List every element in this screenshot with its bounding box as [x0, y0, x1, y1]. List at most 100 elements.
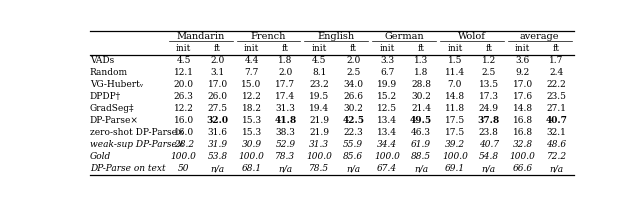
Text: 30.2: 30.2 [343, 104, 363, 113]
Text: 88.5: 88.5 [411, 152, 431, 161]
Text: 1.7: 1.7 [549, 56, 564, 65]
Text: init: init [176, 44, 191, 53]
Text: 13.4: 13.4 [377, 116, 397, 125]
Text: average: average [520, 32, 559, 41]
Text: 27.1: 27.1 [547, 104, 566, 113]
Text: 1.8: 1.8 [278, 56, 292, 65]
Text: 17.0: 17.0 [207, 80, 228, 89]
Text: 19.5: 19.5 [309, 92, 330, 101]
Text: 42.5: 42.5 [342, 116, 364, 125]
Text: 100.0: 100.0 [307, 152, 332, 161]
Text: 24.9: 24.9 [479, 104, 499, 113]
Text: 26.0: 26.0 [207, 92, 228, 101]
Text: 78.5: 78.5 [309, 164, 330, 173]
Text: 17.5: 17.5 [445, 116, 465, 125]
Text: 41.8: 41.8 [275, 116, 296, 125]
Text: init: init [380, 44, 395, 53]
Text: 17.5: 17.5 [445, 128, 465, 137]
Text: 17.6: 17.6 [513, 92, 532, 101]
Text: 34.0: 34.0 [343, 80, 364, 89]
Text: 1.3: 1.3 [414, 56, 428, 65]
Text: 67.4: 67.4 [377, 164, 397, 173]
Text: 13.5: 13.5 [479, 80, 499, 89]
Text: ft: ft [553, 44, 560, 53]
Text: 2.5: 2.5 [346, 68, 360, 77]
Text: 34.4: 34.4 [377, 140, 397, 149]
Text: VADs: VADs [90, 56, 114, 65]
Text: 54.8: 54.8 [479, 152, 499, 161]
Text: English: English [317, 32, 355, 41]
Text: 38.3: 38.3 [275, 128, 296, 137]
Text: 85.6: 85.6 [343, 152, 364, 161]
Text: init: init [312, 44, 327, 53]
Text: 100.0: 100.0 [239, 152, 264, 161]
Text: 23.5: 23.5 [547, 92, 566, 101]
Text: 28.2: 28.2 [173, 140, 194, 149]
Text: 22.3: 22.3 [343, 128, 363, 137]
Text: 16.0: 16.0 [173, 116, 194, 125]
Text: init: init [515, 44, 531, 53]
Text: 4.5: 4.5 [177, 56, 191, 65]
Text: n/a: n/a [482, 164, 496, 173]
Text: 16.8: 16.8 [513, 116, 532, 125]
Text: 61.9: 61.9 [411, 140, 431, 149]
Text: 2.4: 2.4 [550, 68, 564, 77]
Text: 32.0: 32.0 [207, 116, 228, 125]
Text: ft: ft [417, 44, 424, 53]
Text: 48.6: 48.6 [547, 140, 566, 149]
Text: 12.5: 12.5 [377, 104, 397, 113]
Text: 26.3: 26.3 [174, 92, 194, 101]
Text: init: init [447, 44, 463, 53]
Text: 53.8: 53.8 [207, 152, 228, 161]
Text: 39.2: 39.2 [445, 140, 465, 149]
Text: 22.2: 22.2 [547, 80, 566, 89]
Text: 9.2: 9.2 [516, 68, 530, 77]
Text: 19.4: 19.4 [309, 104, 330, 113]
Text: 78.3: 78.3 [275, 152, 296, 161]
Text: GradSeg‡: GradSeg‡ [90, 104, 134, 113]
Text: init: init [244, 44, 259, 53]
Text: n/a: n/a [550, 164, 564, 173]
Text: 12.2: 12.2 [241, 92, 262, 101]
Text: 2.0: 2.0 [346, 56, 360, 65]
Text: 17.0: 17.0 [513, 80, 532, 89]
Text: Gold: Gold [90, 152, 111, 161]
Text: 2.0: 2.0 [278, 68, 292, 77]
Text: 40.7: 40.7 [479, 140, 499, 149]
Text: 16.8: 16.8 [513, 128, 532, 137]
Text: 2.0: 2.0 [211, 56, 225, 65]
Text: 19.9: 19.9 [377, 80, 397, 89]
Text: 17.4: 17.4 [275, 92, 296, 101]
Text: 27.5: 27.5 [207, 104, 228, 113]
Text: ft: ft [214, 44, 221, 53]
Text: 1.5: 1.5 [447, 56, 462, 65]
Text: 52.9: 52.9 [275, 140, 296, 149]
Text: 15.0: 15.0 [241, 80, 262, 89]
Text: n/a: n/a [414, 164, 428, 173]
Text: 46.3: 46.3 [411, 128, 431, 137]
Text: 4.4: 4.4 [244, 56, 259, 65]
Text: ft: ft [282, 44, 289, 53]
Text: DPDP†: DPDP† [90, 92, 121, 101]
Text: ft: ft [349, 44, 356, 53]
Text: 17.7: 17.7 [275, 80, 296, 89]
Text: 31.9: 31.9 [207, 140, 228, 149]
Text: 8.1: 8.1 [312, 68, 326, 77]
Text: 100.0: 100.0 [374, 152, 400, 161]
Text: 16.0: 16.0 [173, 128, 194, 137]
Text: 66.6: 66.6 [513, 164, 532, 173]
Text: n/a: n/a [346, 164, 360, 173]
Text: 26.6: 26.6 [343, 92, 364, 101]
Text: 3.3: 3.3 [380, 56, 394, 65]
Text: 72.2: 72.2 [547, 152, 566, 161]
Text: 18.2: 18.2 [241, 104, 262, 113]
Text: 2.5: 2.5 [481, 68, 496, 77]
Text: Random: Random [90, 68, 128, 77]
Text: 31.3: 31.3 [275, 104, 296, 113]
Text: 37.8: 37.8 [477, 116, 500, 125]
Text: 15.2: 15.2 [377, 92, 397, 101]
Text: 12.2: 12.2 [174, 104, 194, 113]
Text: zero-shot DP-Parse×: zero-shot DP-Parse× [90, 128, 184, 137]
Text: 14.8: 14.8 [513, 104, 532, 113]
Text: 11.4: 11.4 [445, 68, 465, 77]
